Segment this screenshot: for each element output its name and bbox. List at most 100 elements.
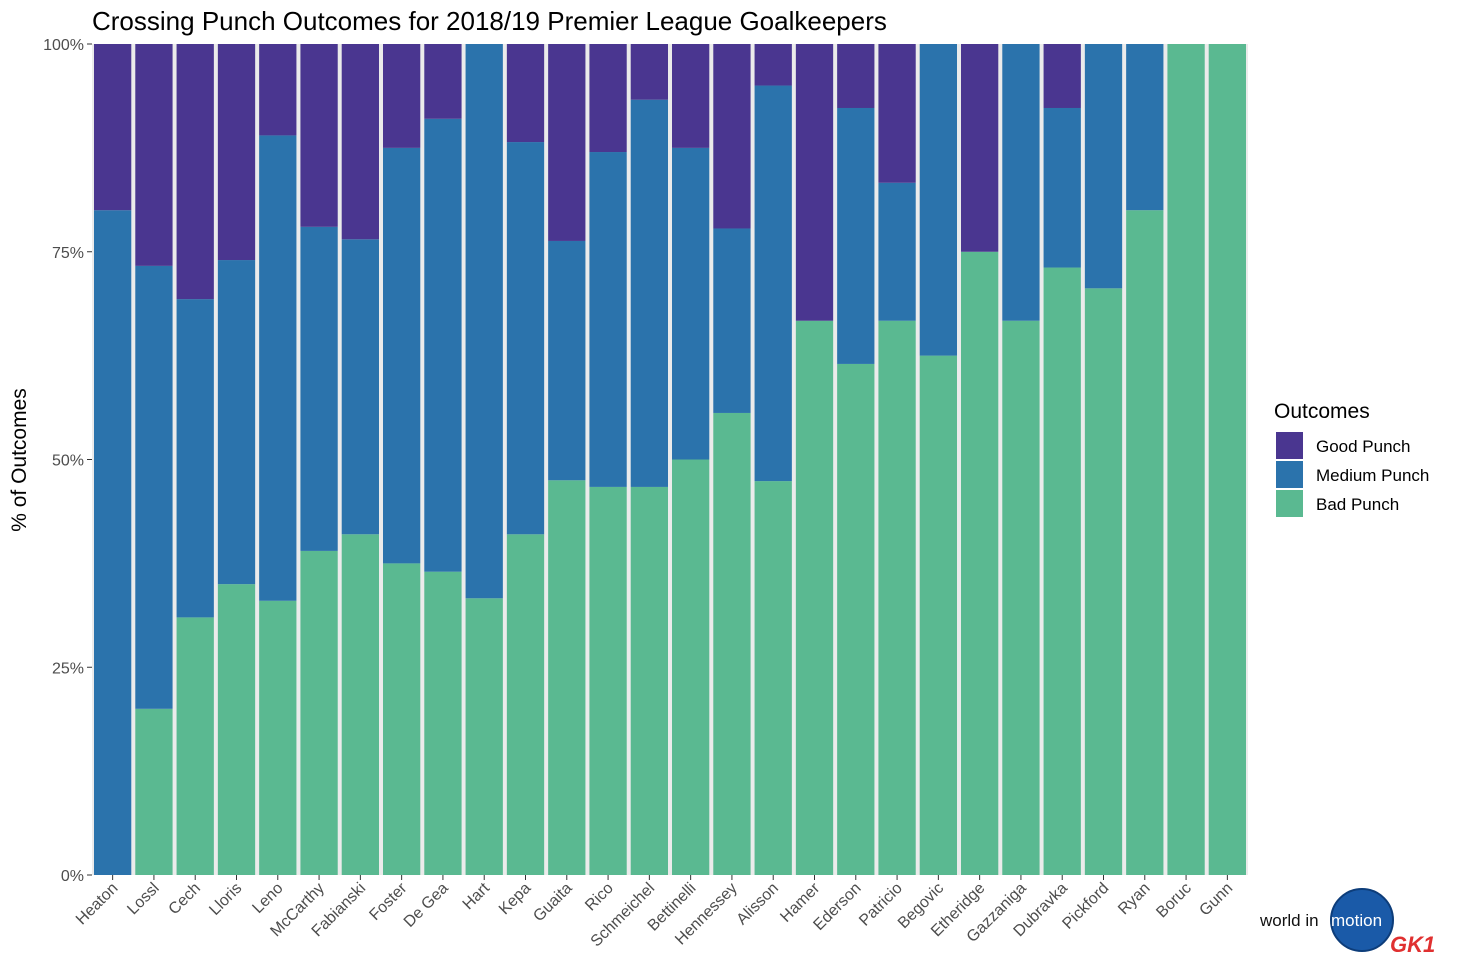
bar-bad-punch <box>878 320 916 876</box>
bar-bad-punch <box>837 363 875 875</box>
logo-text: world in <box>1259 911 1319 930</box>
bar-medium-punch <box>630 99 668 487</box>
bar-medium-punch <box>424 118 462 572</box>
legend-label: Medium Punch <box>1316 466 1429 485</box>
bar-medium-punch <box>176 299 214 618</box>
legend-label: Bad Punch <box>1316 495 1399 514</box>
x-tick-label: Alisson <box>734 880 782 928</box>
bar-bad-punch <box>1002 320 1040 876</box>
bar-bad-punch <box>383 563 421 876</box>
bar-medium-punch <box>548 240 586 481</box>
bar-medium-punch <box>672 147 710 460</box>
bar-good-punch <box>217 44 256 261</box>
x-tick-label: Boruc <box>1153 880 1195 922</box>
bar-good-punch <box>630 44 668 100</box>
y-tick-label: 50% <box>52 453 84 470</box>
chart-title: Crossing Punch Outcomes for 2018/19 Prem… <box>92 6 887 36</box>
bar-good-punch <box>548 44 586 241</box>
bar-medium-punch <box>383 147 421 564</box>
legend-swatch <box>1276 432 1303 459</box>
bar-good-punch <box>754 44 792 86</box>
bar-bad-punch <box>135 708 173 875</box>
y-tick-label: 75% <box>52 245 84 262</box>
bar-medium-punch <box>837 107 875 364</box>
bar-bad-punch <box>1167 44 1205 875</box>
bar-medium-punch <box>589 152 627 487</box>
bar-medium-punch <box>135 265 173 709</box>
bar-good-punch <box>795 44 834 321</box>
y-tick-label: 25% <box>52 660 84 677</box>
x-tick-label: Rico <box>582 880 617 915</box>
y-tick-label: 100% <box>43 37 84 54</box>
legend-swatch <box>1276 461 1303 488</box>
x-tick-label: Hart <box>460 879 494 913</box>
bar-medium-punch <box>259 135 297 601</box>
bar-medium-punch <box>341 239 379 535</box>
bar-medium-punch <box>300 226 338 551</box>
bar-good-punch <box>878 44 916 183</box>
bar-medium-punch <box>1126 44 1164 211</box>
x-tick-label: Cech <box>166 880 204 918</box>
bar-bad-punch <box>217 584 256 875</box>
bar-bad-punch <box>1084 288 1123 875</box>
bar-bad-punch <box>1126 210 1164 875</box>
bar-bad-punch <box>672 459 710 875</box>
bar-bad-punch <box>795 320 834 876</box>
bar-bad-punch <box>754 481 792 875</box>
x-tick-label: Ryan <box>1115 880 1153 918</box>
x-tick-label: Guaita <box>530 880 575 925</box>
bar-bad-punch <box>341 534 379 875</box>
bar-bad-punch <box>919 355 957 876</box>
globe-icon <box>1331 889 1393 951</box>
bar-good-punch <box>1043 44 1081 108</box>
bar-good-punch <box>176 44 214 300</box>
bar-medium-punch <box>713 228 751 413</box>
bar-good-punch <box>589 44 627 153</box>
x-tick-label: Pickford <box>1059 880 1112 933</box>
bar-medium-punch <box>1043 107 1081 268</box>
bar-bad-punch <box>713 412 751 875</box>
bar-bad-punch <box>1208 44 1246 875</box>
bar-bad-punch <box>1043 267 1081 875</box>
bar-good-punch <box>837 44 875 108</box>
bar-bad-punch <box>176 617 214 875</box>
bar-medium-punch <box>1084 44 1123 289</box>
globe-ring-icon <box>1330 888 1394 952</box>
x-tick-label: Kepa <box>496 880 535 919</box>
y-axis-label: % of Outcomes <box>8 388 31 532</box>
bar-good-punch <box>135 44 173 266</box>
bar-good-punch <box>94 44 132 211</box>
bar-bad-punch <box>961 251 999 875</box>
x-tick-label: Lloris <box>206 880 245 919</box>
logo-inner-text: motion <box>1331 911 1382 930</box>
bar-bad-punch <box>548 480 586 875</box>
legend-swatch <box>1276 490 1303 517</box>
bar-medium-punch <box>1002 44 1040 321</box>
legend-label: Good Punch <box>1316 437 1411 456</box>
bar-medium-punch <box>217 260 256 585</box>
bar-good-punch <box>259 44 297 136</box>
x-tick-label: Leno <box>249 880 286 917</box>
bar-bad-punch <box>300 550 338 875</box>
bar-bad-punch <box>630 486 668 875</box>
x-tick-label: Heaton <box>73 880 122 929</box>
bar-bad-punch <box>506 534 545 875</box>
y-axis: 0% 25% 50% 75% 100% <box>43 37 92 885</box>
legend-title: Outcomes <box>1274 400 1370 423</box>
bar-good-punch <box>713 44 751 229</box>
plot-area <box>92 44 1248 876</box>
bar-good-punch <box>300 44 338 227</box>
x-axis: Heaton Lossl Cech Lloris LenoMcCarthyFabians… <box>73 875 1236 950</box>
bar-good-punch <box>383 44 421 148</box>
x-tick-label: Lossl <box>124 880 162 918</box>
x-tick-label: De Gea <box>401 880 452 931</box>
bar-bad-punch <box>259 600 297 875</box>
bar-medium-punch <box>754 85 792 482</box>
bar-medium-punch <box>506 142 545 535</box>
bar-medium-punch <box>94 210 132 875</box>
legend: Outcomes Good Punch Medium Punch Bad Punch <box>1274 400 1429 517</box>
bar-good-punch <box>341 44 379 240</box>
x-tick-label: Gunn <box>1196 880 1236 920</box>
y-tick-label: 0% <box>61 868 84 885</box>
